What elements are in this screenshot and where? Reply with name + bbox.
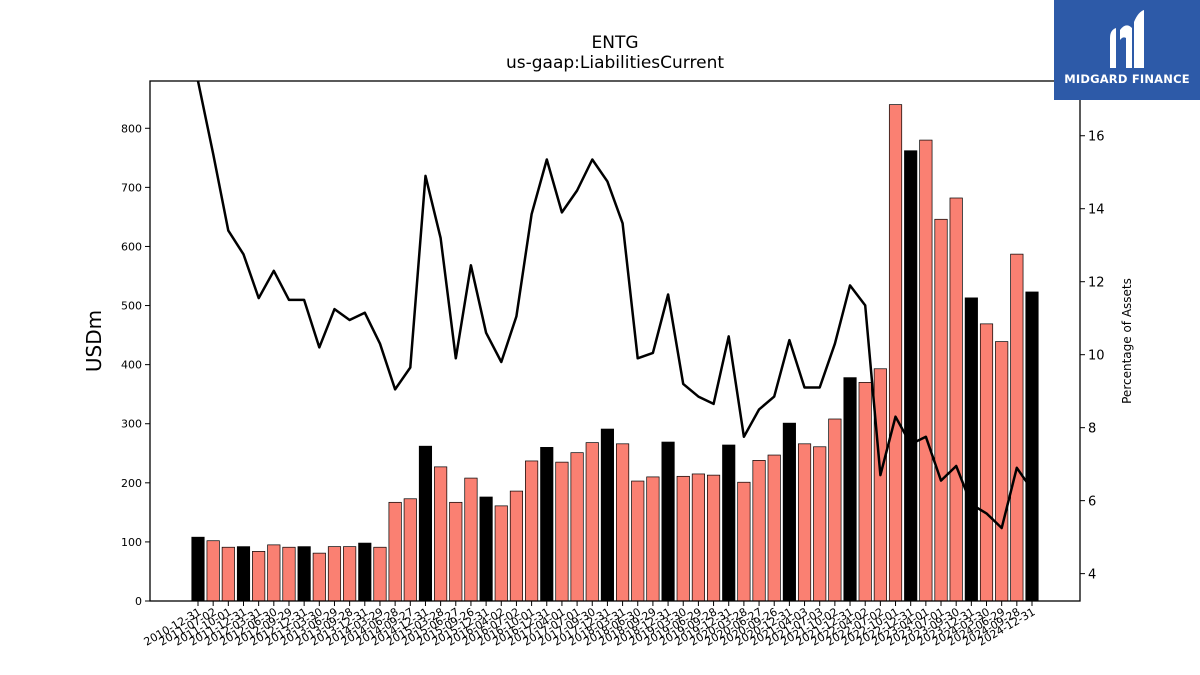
bar xyxy=(813,446,827,602)
bar-series xyxy=(191,104,1039,602)
y-axis-label: USDm xyxy=(82,310,106,372)
bar xyxy=(252,551,266,602)
bar xyxy=(888,104,903,602)
bar xyxy=(206,540,220,602)
brand-name: MIDGARD FINANCE xyxy=(1064,72,1190,86)
bar xyxy=(949,197,963,602)
y2-tick-label: 4 xyxy=(1088,568,1096,583)
bar xyxy=(191,536,205,602)
bar xyxy=(964,297,978,602)
y-axis-left: 0 100 200 300 400 500 600 700 800 xyxy=(121,122,150,608)
y2-tick-label: 10 xyxy=(1088,349,1105,364)
bar xyxy=(843,377,857,602)
y-tick-label: 300 xyxy=(121,418,142,431)
percentage-line-series xyxy=(196,81,1034,530)
y-tick-label: 0 xyxy=(135,595,142,608)
bar xyxy=(797,443,812,602)
bar xyxy=(570,452,584,602)
bar xyxy=(343,546,357,602)
y-tick-label: 200 xyxy=(121,477,142,490)
bar xyxy=(327,546,342,602)
bar xyxy=(312,552,326,602)
y2-tick-label: 12 xyxy=(1088,276,1105,291)
bar xyxy=(661,441,675,602)
bar xyxy=(646,476,660,602)
bar xyxy=(373,546,387,602)
bar xyxy=(631,480,645,602)
bar xyxy=(479,496,493,602)
bar xyxy=(267,544,281,602)
bar xyxy=(358,542,372,602)
bar xyxy=(919,139,933,602)
bar xyxy=(540,447,554,602)
bar xyxy=(297,546,311,602)
y2-tick-label: 14 xyxy=(1088,203,1105,218)
chart-subtitle: us-gaap:LiabilitiesCurrent xyxy=(506,53,724,73)
y-tick-label: 700 xyxy=(121,181,142,194)
bar xyxy=(616,443,630,602)
bar xyxy=(995,341,1009,602)
bar xyxy=(858,382,872,602)
plot-frame xyxy=(149,80,1081,602)
bar xyxy=(464,477,478,602)
bar xyxy=(904,150,918,602)
bar xyxy=(873,368,887,602)
bar xyxy=(737,481,751,602)
y2-axis-label: Percentage of Assets xyxy=(1120,278,1134,404)
y-tick-label: 600 xyxy=(121,240,142,253)
x-axis: 2010-12-312011-07-022011-10-012011-12-31… xyxy=(142,601,1038,649)
y2-tick-label: 16 xyxy=(1088,130,1105,145)
y2-tick-label: 6 xyxy=(1088,495,1096,510)
bar xyxy=(706,474,721,602)
bar xyxy=(449,501,463,602)
bar xyxy=(509,490,524,602)
bar xyxy=(691,473,705,602)
bar xyxy=(752,460,766,602)
bar xyxy=(828,418,842,602)
bar xyxy=(979,323,994,602)
bar xyxy=(434,466,448,602)
bar xyxy=(585,442,599,602)
brand-logo: MIDGARD FINANCE xyxy=(1054,0,1200,100)
bar xyxy=(525,460,539,602)
bar xyxy=(236,546,251,602)
bar xyxy=(388,501,402,602)
y-tick-label: 500 xyxy=(121,300,142,313)
y-tick-label: 100 xyxy=(121,536,142,549)
bar xyxy=(418,445,433,602)
midgard-logo-icon xyxy=(1110,10,1144,68)
y-axis-right: 4 6 8 10 12 14 16 xyxy=(1080,130,1105,583)
bar xyxy=(494,505,508,602)
bar xyxy=(1025,291,1039,602)
bar xyxy=(722,444,736,602)
bar xyxy=(767,454,781,602)
y2-tick-label: 8 xyxy=(1088,422,1096,437)
y-tick-label: 800 xyxy=(121,122,142,135)
bar xyxy=(282,546,296,602)
bar xyxy=(555,461,569,602)
bar xyxy=(221,546,235,602)
bar xyxy=(600,428,614,602)
chart-title: ENTG xyxy=(591,33,638,53)
bar xyxy=(1010,253,1024,602)
bar xyxy=(782,422,796,602)
y-tick-label: 400 xyxy=(121,359,142,372)
bar xyxy=(934,218,948,602)
bar xyxy=(676,475,690,602)
percentage-line xyxy=(196,81,1034,530)
bar xyxy=(403,498,417,602)
